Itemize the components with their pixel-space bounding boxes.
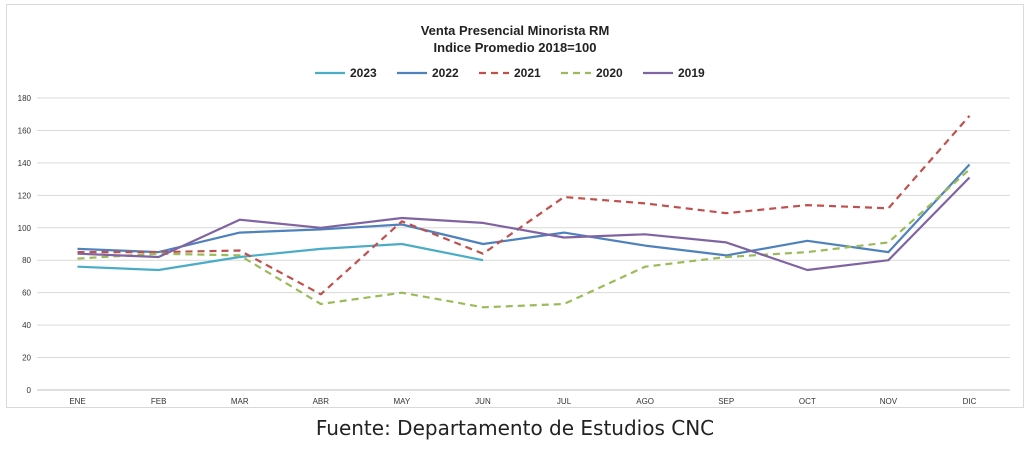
series-group [77, 115, 971, 309]
chart-title: Venta Presencial Minorista RM [421, 23, 610, 38]
x-tick-label: FEB [151, 397, 167, 406]
x-tick-label: ABR [313, 397, 330, 406]
y-tick-label: 80 [22, 256, 31, 265]
y-tick-label: 140 [18, 159, 32, 168]
x-tick-label: SEP [718, 397, 734, 406]
series-line-2022 [77, 163, 971, 257]
series-line-2023 [77, 242, 484, 272]
legend-label-2019: 2019 [678, 66, 705, 80]
x-tick-label: DIC [963, 397, 977, 406]
y-tick-label: 40 [22, 321, 31, 330]
x-tick-label: MAR [231, 397, 249, 406]
grid-lines [37, 97, 1010, 359]
y-tick-label: 100 [18, 224, 32, 233]
line-chart: Venta Presencial Minorista RM Indice Pro… [18, 23, 1010, 406]
x-tick-label: ENE [69, 397, 85, 406]
series-line-2019 [77, 176, 971, 272]
y-tick-label: 120 [18, 191, 32, 200]
y-tick-label: 20 [22, 354, 31, 363]
x-tick-label: OCT [799, 397, 816, 406]
y-tick-label: 160 [18, 126, 32, 135]
y-tick-label: 180 [18, 94, 32, 103]
series-line-2020 [77, 168, 971, 309]
series-line-2021 [77, 115, 971, 296]
legend-label-2020: 2020 [596, 66, 623, 80]
x-tick-label: JUN [475, 397, 491, 406]
y-tick-label: 60 [22, 289, 31, 298]
y-axis: 0 20 40 60 80 100 120 140 160 180 [18, 94, 1010, 395]
source-caption: Fuente: Departamento de Estudios CNC [315, 416, 715, 440]
chart-container: Venta Presencial Minorista RM Indice Pro… [6, 4, 1024, 408]
legend: 2023 2022 2021 2020 2019 [315, 66, 705, 80]
x-axis: ENE FEB MAR ABR MAY JUN JUL AGO SEP OCT NOV DIC [69, 397, 976, 406]
x-tick-label: JUL [557, 397, 572, 406]
legend-label-2023: 2023 [350, 66, 377, 80]
legend-label-2021: 2021 [514, 66, 541, 80]
x-tick-label: AGO [636, 397, 654, 406]
legend-label-2022: 2022 [432, 66, 459, 80]
x-tick-label: NOV [880, 397, 898, 406]
y-tick-label: 0 [27, 386, 32, 395]
chart-subtitle: Indice Promedio 2018=100 [434, 40, 597, 55]
x-tick-label: MAY [394, 397, 411, 406]
